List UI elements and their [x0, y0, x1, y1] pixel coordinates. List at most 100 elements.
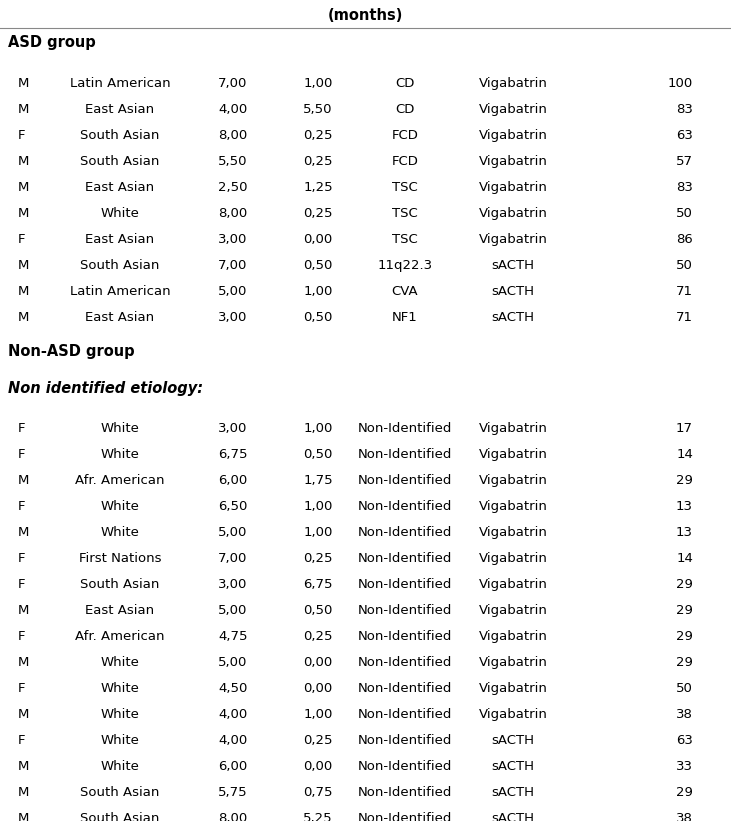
Text: Non-Identified: Non-Identified — [357, 760, 452, 773]
Text: 0,25: 0,25 — [303, 735, 333, 747]
Text: M: M — [18, 760, 29, 773]
Text: 6,75: 6,75 — [303, 579, 333, 591]
Text: White: White — [101, 207, 140, 219]
Text: 0,25: 0,25 — [303, 154, 333, 167]
Text: Non-Identified: Non-Identified — [357, 735, 452, 747]
Text: 0,50: 0,50 — [303, 448, 333, 461]
Text: 50: 50 — [676, 207, 693, 219]
Text: 0,00: 0,00 — [303, 682, 333, 695]
Text: South Asian: South Asian — [80, 579, 159, 591]
Text: Vigabatrin: Vigabatrin — [479, 422, 548, 435]
Text: 4,75: 4,75 — [219, 631, 248, 644]
Text: 5,75: 5,75 — [218, 787, 248, 800]
Text: F: F — [18, 448, 26, 461]
Text: 1,00: 1,00 — [303, 285, 333, 297]
Text: Vigabatrin: Vigabatrin — [479, 129, 548, 141]
Text: Vigabatrin: Vigabatrin — [479, 232, 548, 245]
Text: Non-Identified: Non-Identified — [357, 682, 452, 695]
Text: 7,00: 7,00 — [219, 76, 248, 89]
Text: Non-Identified: Non-Identified — [357, 553, 452, 566]
Text: M: M — [18, 709, 29, 722]
Text: 38: 38 — [676, 709, 693, 722]
Text: 5,00: 5,00 — [219, 657, 248, 669]
Text: White: White — [101, 422, 140, 435]
Text: 5,00: 5,00 — [219, 604, 248, 617]
Text: CD: CD — [395, 76, 414, 89]
Text: White: White — [101, 682, 140, 695]
Text: 4,50: 4,50 — [219, 682, 248, 695]
Text: South Asian: South Asian — [80, 259, 159, 272]
Text: sACTH: sACTH — [491, 259, 534, 272]
Text: 83: 83 — [676, 103, 693, 116]
Text: M: M — [18, 259, 29, 272]
Text: Non-Identified: Non-Identified — [357, 657, 452, 669]
Text: 14: 14 — [676, 448, 693, 461]
Text: F: F — [18, 553, 26, 566]
Text: 0,25: 0,25 — [303, 631, 333, 644]
Text: 5,00: 5,00 — [219, 526, 248, 539]
Text: Non-Identified: Non-Identified — [357, 813, 452, 821]
Text: 0,00: 0,00 — [303, 760, 333, 773]
Text: 0,00: 0,00 — [303, 657, 333, 669]
Text: 29: 29 — [676, 657, 693, 669]
Text: 1,00: 1,00 — [303, 526, 333, 539]
Text: Vigabatrin: Vigabatrin — [479, 475, 548, 488]
Text: Vigabatrin: Vigabatrin — [479, 526, 548, 539]
Text: F: F — [18, 422, 26, 435]
Text: 1,00: 1,00 — [303, 709, 333, 722]
Text: NF1: NF1 — [392, 310, 418, 323]
Text: 50: 50 — [676, 259, 693, 272]
Text: South Asian: South Asian — [80, 813, 159, 821]
Text: East Asian: East Asian — [86, 310, 154, 323]
Text: 17: 17 — [676, 422, 693, 435]
Text: Vigabatrin: Vigabatrin — [479, 682, 548, 695]
Text: 8,00: 8,00 — [219, 207, 248, 219]
Text: 13: 13 — [676, 501, 693, 513]
Text: 0,25: 0,25 — [303, 129, 333, 141]
Text: F: F — [18, 501, 26, 513]
Text: M: M — [18, 76, 29, 89]
Text: M: M — [18, 657, 29, 669]
Text: M: M — [18, 813, 29, 821]
Text: East Asian: East Asian — [86, 103, 154, 116]
Text: 11q22.3: 11q22.3 — [377, 259, 433, 272]
Text: M: M — [18, 154, 29, 167]
Text: 1,00: 1,00 — [303, 422, 333, 435]
Text: 3,00: 3,00 — [219, 422, 248, 435]
Text: Vigabatrin: Vigabatrin — [479, 76, 548, 89]
Text: 50: 50 — [676, 682, 693, 695]
Text: White: White — [101, 760, 140, 773]
Text: Non-Identified: Non-Identified — [357, 631, 452, 644]
Text: 86: 86 — [676, 232, 693, 245]
Text: Non-Identified: Non-Identified — [357, 709, 452, 722]
Text: F: F — [18, 129, 26, 141]
Text: East Asian: East Asian — [86, 181, 154, 194]
Text: Latin American: Latin American — [69, 76, 170, 89]
Text: 6,00: 6,00 — [219, 760, 248, 773]
Text: F: F — [18, 631, 26, 644]
Text: 0,50: 0,50 — [303, 259, 333, 272]
Text: White: White — [101, 735, 140, 747]
Text: sACTH: sACTH — [491, 285, 534, 297]
Text: sACTH: sACTH — [491, 310, 534, 323]
Text: Vigabatrin: Vigabatrin — [479, 181, 548, 194]
Text: 0,50: 0,50 — [303, 310, 333, 323]
Text: 4,00: 4,00 — [219, 709, 248, 722]
Text: Afr. American: Afr. American — [75, 631, 164, 644]
Text: 8,00: 8,00 — [219, 813, 248, 821]
Text: Vigabatrin: Vigabatrin — [479, 448, 548, 461]
Text: First Nations: First Nations — [79, 553, 162, 566]
Text: 0,75: 0,75 — [303, 787, 333, 800]
Text: F: F — [18, 232, 26, 245]
Text: TSC: TSC — [392, 181, 418, 194]
Text: Vigabatrin: Vigabatrin — [479, 604, 548, 617]
Text: 71: 71 — [676, 310, 693, 323]
Text: M: M — [18, 103, 29, 116]
Text: 1,00: 1,00 — [303, 501, 333, 513]
Text: East Asian: East Asian — [86, 604, 154, 617]
Text: South Asian: South Asian — [80, 154, 159, 167]
Text: 63: 63 — [676, 129, 693, 141]
Text: M: M — [18, 475, 29, 488]
Text: ASD group: ASD group — [8, 35, 96, 50]
Text: 29: 29 — [676, 604, 693, 617]
